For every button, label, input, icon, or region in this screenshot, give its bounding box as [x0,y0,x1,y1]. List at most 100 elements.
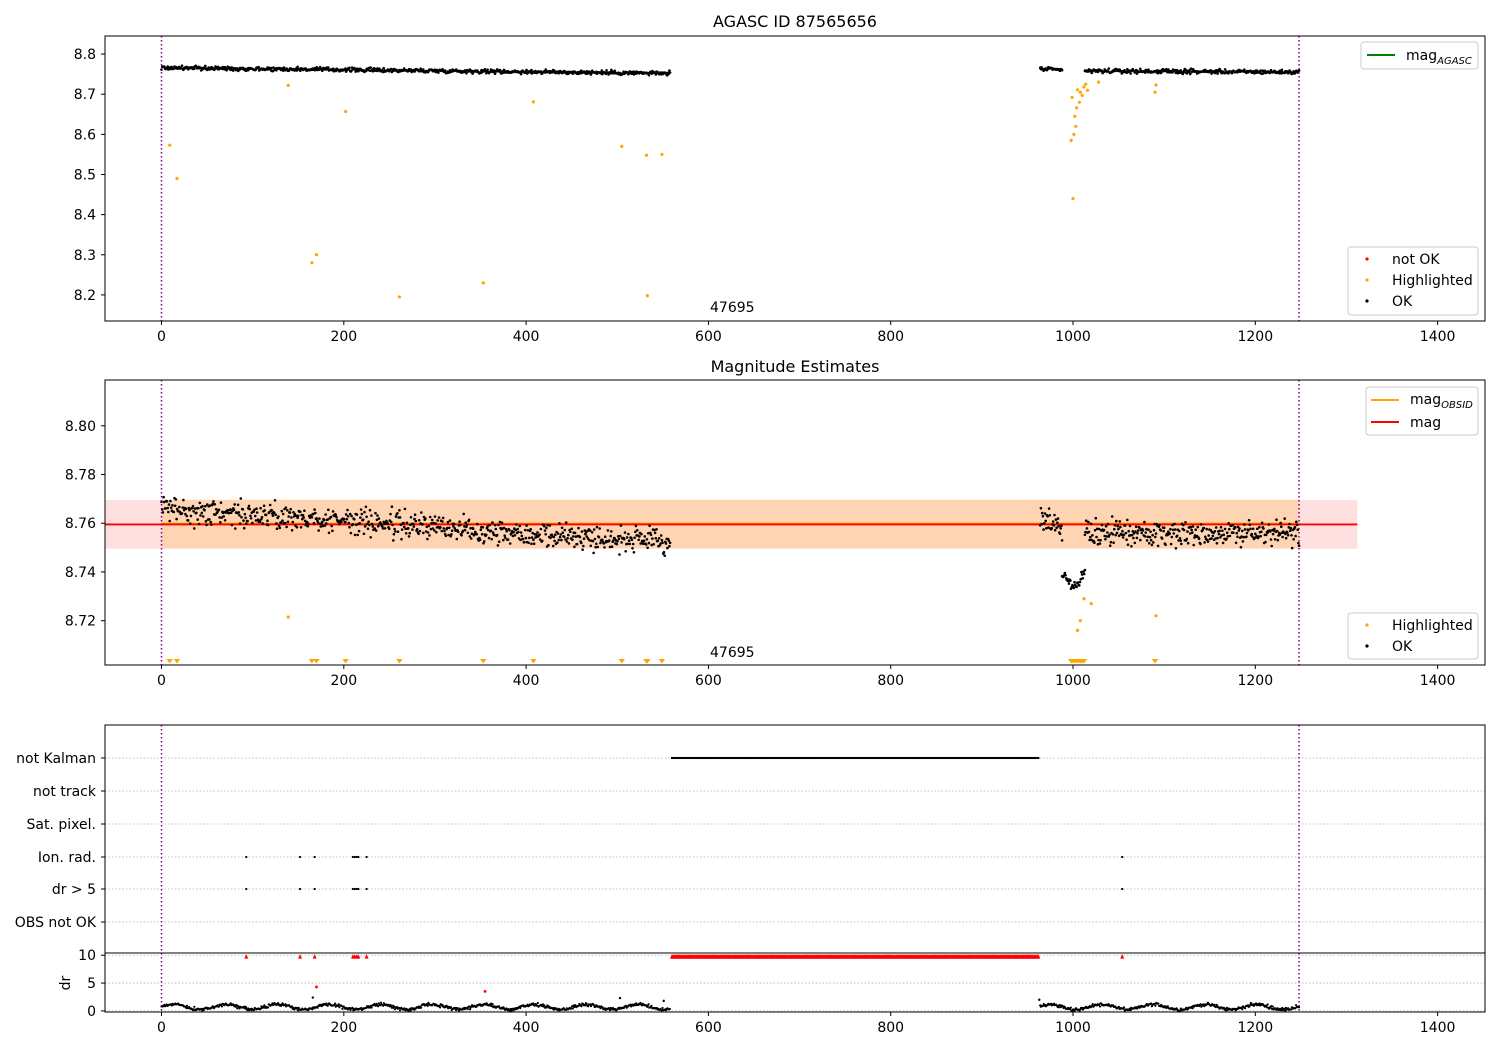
ok-point [366,527,370,531]
ok-point [258,520,262,524]
highlighted-point [1075,628,1080,633]
ok-point [1250,532,1254,536]
ok-point [413,513,417,516]
dr-ok-point [236,1007,239,1010]
ok-point [1130,533,1134,537]
ok-point [351,523,355,526]
ok-point [1240,535,1243,538]
highlighted-point [175,176,179,181]
ok-point [623,531,627,534]
ok-point [1134,530,1137,533]
ok-point [564,538,567,541]
dr-ok-point [601,1006,604,1009]
ok-point [253,508,256,512]
category-label: Sat. pixel. [27,817,96,833]
dr-ok-point [491,1003,494,1006]
estimates-panel-title: Magnitude Estimates [711,357,880,376]
ok-point [500,72,503,75]
dr-ok-point [1199,1003,1202,1006]
ok-point [324,513,327,516]
ok-point [1280,525,1283,528]
ok-point [342,517,346,521]
agasc-panel: AGASC ID 87565656 47695 8.28.38.48.58.68… [74,12,1486,345]
ok-point [577,526,580,530]
dr-ok-point [193,1005,196,1008]
ok-point [185,514,189,518]
ok-point [593,537,597,541]
ok-point [415,527,419,531]
ok-point [592,551,595,555]
ok-point [340,520,343,524]
ok-point [1243,523,1246,526]
ok-point [275,522,278,525]
ok-point [525,68,528,72]
estimates-y-axis: 8.72 8.74 8.76 8.78 8.80 [65,419,105,630]
ok-point [534,533,538,536]
ok-point [218,516,221,519]
ok-point [347,521,351,525]
ok-point [429,527,433,531]
ok-point [521,537,525,541]
ok-point [1112,541,1115,544]
ok-point [180,512,184,515]
ok-point [191,504,195,508]
highlighted-point [397,295,402,299]
ok-point [519,538,522,542]
agasc-x-axis: 0 200 400 600 800 1000 1200 1400 [157,321,1455,345]
ok-point [1173,522,1176,526]
legend-label-mag-obsid: magOBSID [1410,392,1473,411]
ok-point [1270,544,1273,548]
ok-point [461,529,465,533]
ok-point [200,511,204,515]
ion-rad-point [357,855,360,859]
ok-point [359,516,362,519]
ok-point [334,69,338,73]
ok-point [623,537,626,541]
ok-point [571,535,575,538]
dr-ok-point [393,1008,396,1011]
x-tick-label: 400 [513,673,540,689]
ok-point [294,514,298,518]
ok-point [465,523,469,527]
ok-point [307,522,310,526]
y-tick-label: 8.3 [74,248,96,264]
ok-point [373,527,377,530]
legend-label-highlighted: Highlighted [1392,273,1473,289]
ok-point [1216,536,1219,540]
ok-point [219,521,222,524]
dr-ok-point [1038,998,1041,1001]
ok-point [175,517,178,521]
ok-point [1222,533,1226,537]
ok-point [1152,541,1155,544]
ok-point [357,529,361,533]
ok-point [275,527,279,530]
ok-point [500,521,504,524]
ok-point [169,506,173,510]
ok-point [625,536,629,539]
ok-point [606,529,610,532]
ok-point [1192,543,1195,547]
ok-point [1089,535,1092,539]
ok-point [664,71,668,75]
dr-ok-point [1100,1002,1103,1005]
estimates-legend-upper: magOBSID mag [1365,386,1479,436]
ok-point [506,538,510,541]
ok-point [1110,515,1114,518]
ok-point [463,525,466,528]
ok-point [1174,547,1178,550]
ok-point [387,527,391,530]
ok-point [455,537,459,541]
ok-point [334,513,338,517]
ok-point [1107,67,1111,70]
ok-point [1069,579,1072,582]
ok-point [1249,527,1252,531]
legend-marker-ok [1365,644,1369,648]
ok-point [1108,544,1112,547]
ok-point [1040,511,1044,515]
ok-point [296,514,300,518]
ok-point [219,501,223,504]
ok-point [1170,535,1174,539]
ok-point [479,528,483,532]
offscale-marker [658,659,666,664]
highlighted-point [1089,602,1093,606]
